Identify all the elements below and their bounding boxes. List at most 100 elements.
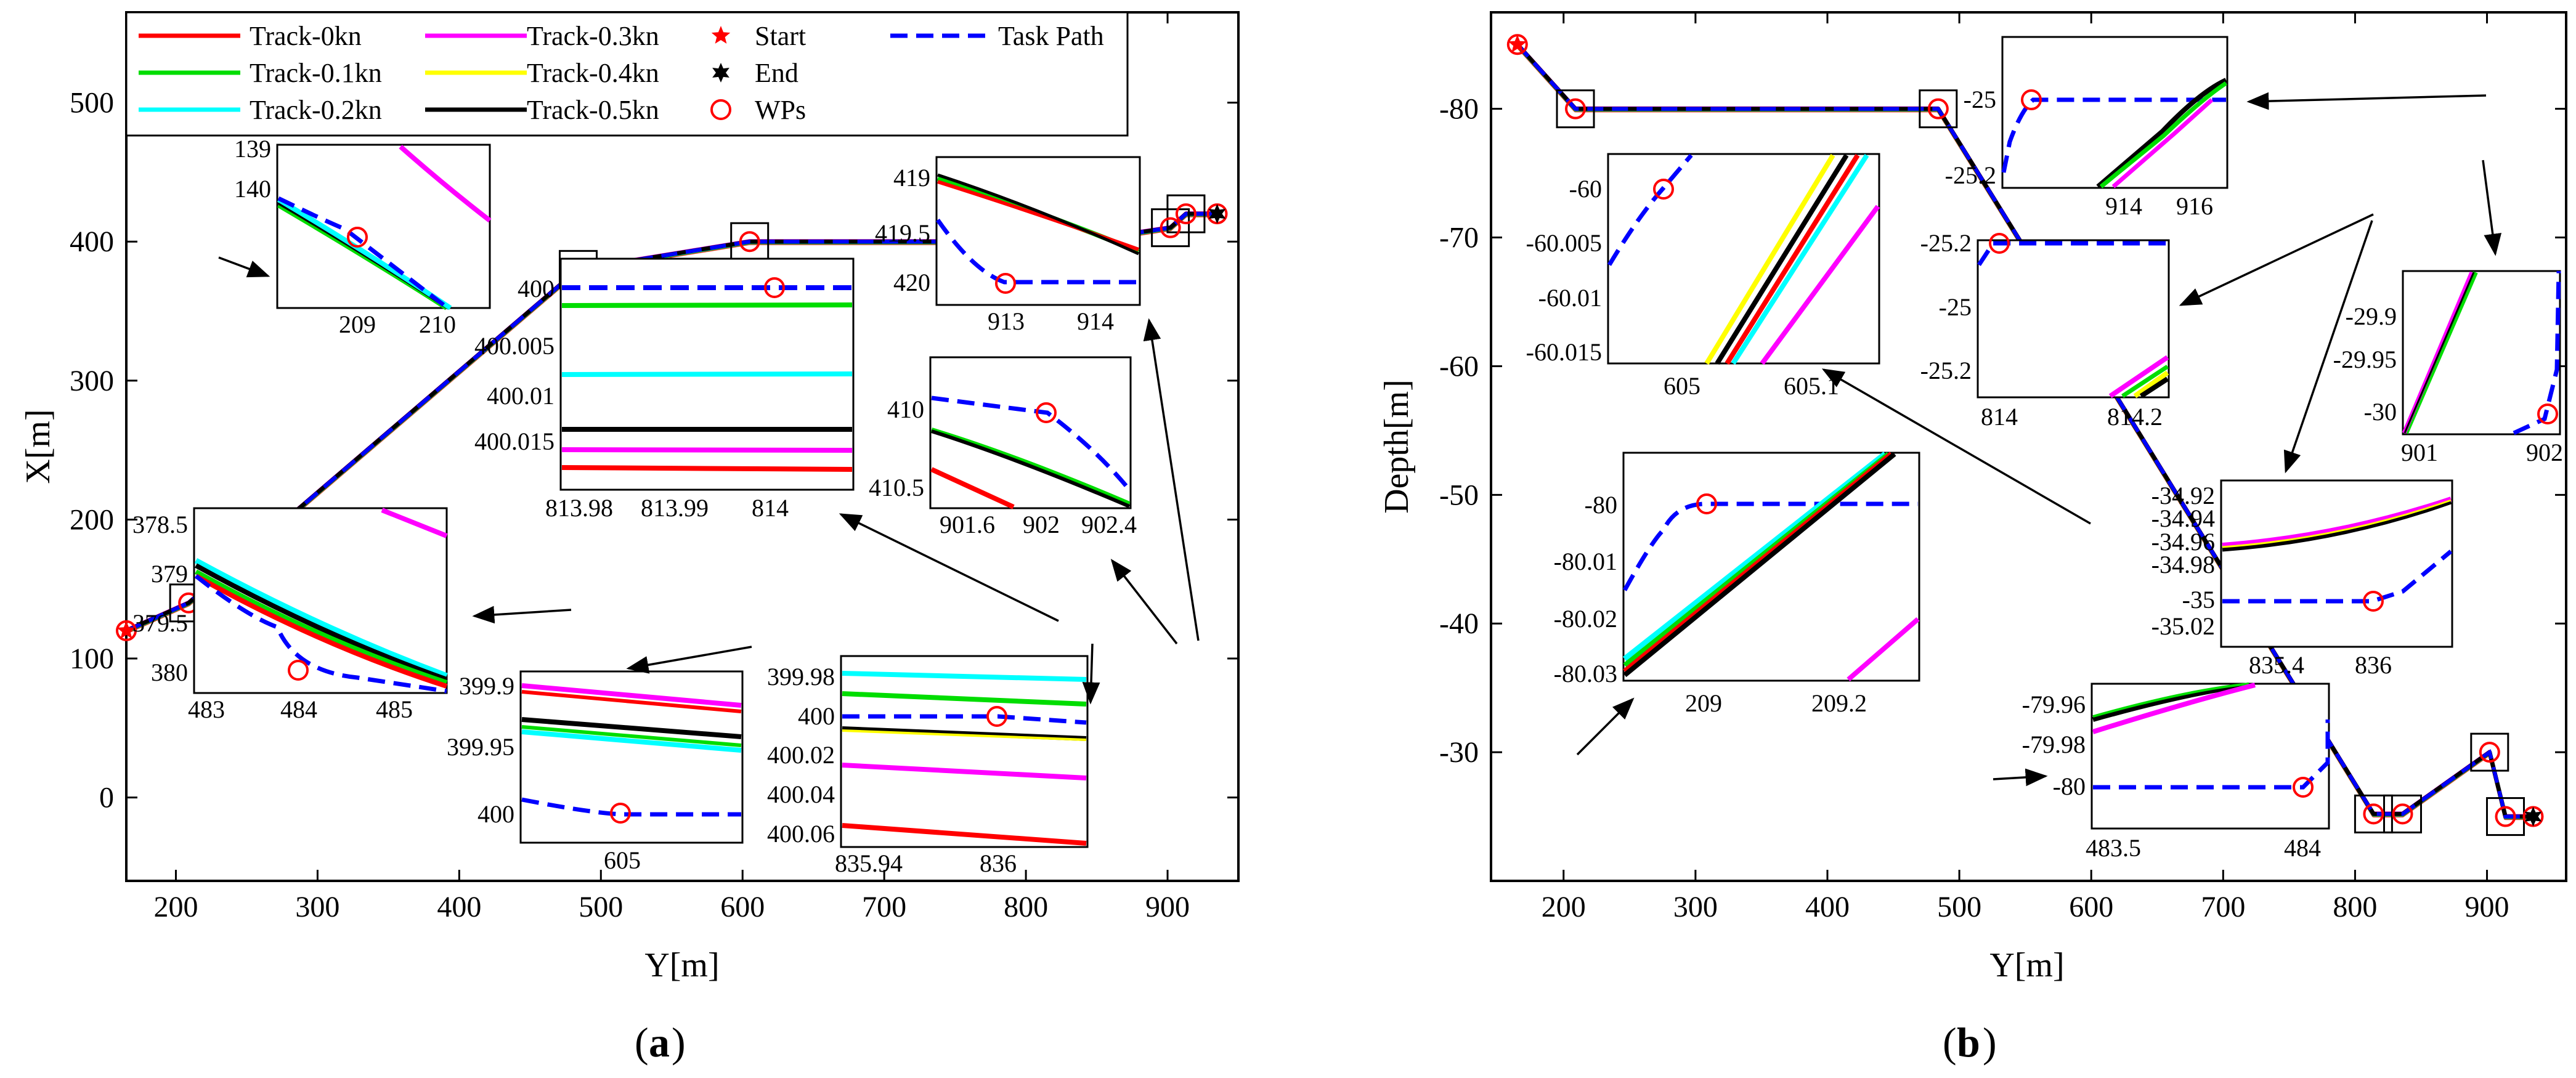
- panel-a-inset-1: 139 140 209 210: [234, 135, 492, 338]
- panel-a-x-ticks: 200 300 400 500 600 700 800 900: [153, 12, 1190, 923]
- zoom-box: [2354, 794, 2393, 833]
- y-tick-label: -30: [1439, 736, 1479, 769]
- inset-b5-ytick-2: -80.02: [1554, 605, 1617, 633]
- inset-a7-xtick-1: 914: [1077, 307, 1114, 335]
- legend-label: Track-0.1kn: [250, 58, 382, 88]
- x-tick-label: 900: [2465, 891, 2509, 923]
- inset-b6-ytick-4: -35: [2182, 586, 2215, 614]
- waypoint-marker: [2363, 803, 2384, 825]
- inset-a7-ytick-2: 420: [893, 269, 930, 296]
- y-tick-label: -80: [1439, 93, 1479, 126]
- panel-a-caption: ( a ): [635, 1019, 686, 1066]
- legend-box: [125, 11, 1129, 137]
- panel-b-tracks: [1516, 43, 2533, 821]
- y-tick-label: 300: [70, 365, 114, 397]
- y-tick-label: -50: [1439, 479, 1479, 511]
- inset-a2-xtick-0: 483: [188, 695, 225, 723]
- waypoint-marker: [1160, 217, 1181, 238]
- inset-b6-xtick-1: 836: [2355, 651, 2392, 679]
- inset-a2-ytick-3: 380: [151, 659, 188, 686]
- inset-b2-ytick-1: -25.2: [1945, 161, 1996, 189]
- waypoint-marker: [2392, 803, 2413, 825]
- inset-b1-xtick-1: 605.1: [1784, 372, 1839, 400]
- inset-b7-ytick-2: -80: [2053, 772, 2086, 800]
- legend-swatch: [711, 26, 731, 44]
- waypoint-marker: [739, 231, 760, 253]
- waypoint-marker: [2479, 742, 2500, 763]
- x-tick-label: 600: [2069, 891, 2113, 923]
- inset-a2-ytick-1: 379: [151, 560, 188, 588]
- panel-b-caption-letter: b: [1957, 1019, 1980, 1066]
- inset-b5-ytick-0: -80: [1585, 491, 1617, 519]
- legend-item: Start: [711, 21, 806, 51]
- zoom-box: [1166, 194, 1206, 233]
- inset-a5-ytick-1: 400: [798, 702, 835, 730]
- svg-text:(: (: [1943, 1019, 1957, 1066]
- inset-b6-ytick-1: -34.94: [2151, 505, 2215, 532]
- zoom-box: [2470, 732, 2509, 772]
- panel-b-inset-7: -79.96 -79.98 -80 483.5 484: [2022, 683, 2330, 862]
- inset-a7-xtick-0: 913: [988, 307, 1025, 335]
- legend-item: Track-0.5kn: [425, 95, 659, 125]
- inset-a5-xtick-0: 835.94: [835, 849, 903, 877]
- inset-a3-xtick-2: 814: [752, 494, 789, 522]
- inset-a4-xtick-0: 605: [604, 846, 641, 874]
- inset-a5-ytick-0: 399.98: [767, 663, 835, 691]
- legend-swatch: [710, 99, 731, 120]
- panel-a-y-ticks: 0 100 200 300 400 500: [70, 87, 1238, 814]
- panel-b-inset-5: -80 -80.01 -80.02 -80.03 209 209.2: [1554, 452, 1920, 717]
- panel-a-inset-4: 399.9 399.95 400 605: [447, 670, 744, 874]
- inset-b7-xtick-1: 484: [2284, 834, 2321, 862]
- inset-b1-ytick-3: -60.015: [1526, 338, 1602, 366]
- end-marker: [1208, 204, 1226, 224]
- legend-label: End: [755, 58, 798, 88]
- x-tick-label: 500: [579, 891, 623, 923]
- inset-b6-ytick-3: -34.98: [2151, 551, 2215, 578]
- task-path-line: [1516, 43, 2533, 819]
- zoom-box: [1151, 208, 1190, 248]
- inset-a1-ytick-1: 140: [234, 175, 271, 203]
- inset-a7-ytick-1: 419.5: [875, 219, 930, 247]
- inset-b6-ytick-5: -35.02: [2151, 612, 2215, 640]
- inset-b1-ytick-0: -60: [1569, 175, 1602, 203]
- inset-a1-xtick-1: 210: [419, 310, 456, 338]
- zoom-box: [1919, 89, 1958, 129]
- panel-b-caption: ( b ): [1943, 1019, 1997, 1066]
- inset-b7-ytick-1: -79.98: [2022, 731, 2086, 758]
- waypoint-marker: [1927, 98, 1949, 120]
- inset-b4-ytick-2: -30: [2364, 398, 2397, 426]
- inset-b6-ytick-0: -34.92: [2151, 482, 2215, 509]
- legend-item: Track-0.1kn: [139, 58, 382, 88]
- inset-b5-xtick-1: 209.2: [1811, 689, 1867, 717]
- start-marker: [1508, 34, 1527, 53]
- legend-item: Task Path: [890, 21, 1104, 51]
- waypoint-marker: [1565, 98, 1587, 120]
- legend-item: WPs: [710, 95, 806, 125]
- waypoint-marker: [2495, 806, 2516, 827]
- x-tick-label: 700: [2201, 891, 2245, 923]
- x-tick-label: 200: [1542, 891, 1586, 923]
- legend-label: Task Path: [998, 21, 1104, 51]
- inset-a4-ytick-0: 399.9: [459, 672, 514, 700]
- inset-b7-ytick-0: -79.96: [2022, 691, 2086, 718]
- x-tick-label: 600: [720, 891, 765, 923]
- panel-b-x-ticks: 200 300 400 500 600 700 800 900: [1542, 12, 2509, 923]
- legend-label: Track-0.3kn: [527, 21, 659, 51]
- panel-b-y-ticks: -30 -40 -50 -60 -70 -80: [1439, 93, 2566, 769]
- panel-b-xlabel: Y[m]: [1989, 946, 2064, 984]
- x-tick-label: 800: [2333, 891, 2377, 923]
- waypoint-marker: [1175, 203, 1197, 225]
- x-tick-label: 800: [1004, 891, 1048, 923]
- panel-a-inset-2: 378.5 379 379.5 380 483 484 485: [132, 507, 448, 723]
- inset-b3-ytick-0: -25.2: [1920, 229, 1972, 257]
- panel-b-inset-1: -60 -60.005 -60.01 -60.015 605 605.1: [1526, 153, 1880, 400]
- y-tick-label: -70: [1439, 222, 1479, 254]
- legend-item: Track-0kn: [139, 21, 362, 51]
- inset-a1-ytick-0: 139: [234, 135, 271, 163]
- legend-label: Track-0.2kn: [250, 95, 382, 125]
- inset-a2-ytick-2: 379.5: [132, 609, 188, 637]
- inset-a6-ytick-1: 410.5: [869, 474, 924, 501]
- inset-a6-xtick-0: 901.6: [940, 511, 995, 538]
- x-tick-label: 400: [437, 891, 481, 923]
- panel-a-caption-letter: a: [649, 1019, 670, 1066]
